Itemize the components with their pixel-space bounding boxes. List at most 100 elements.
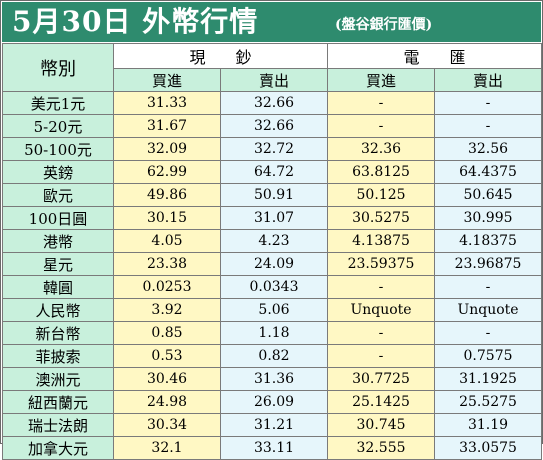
page-subtitle: (盤谷銀行匯價): [335, 17, 433, 33]
currency-name: 英鎊: [2, 160, 114, 184]
rate-tt-sell: -: [434, 321, 543, 345]
currency-name: 菲披索: [2, 344, 114, 368]
rate-tt-buy: 23.59375: [327, 252, 436, 276]
currency-name: 加拿大元: [2, 436, 114, 460]
rate-cash-buy: 31.33: [113, 91, 221, 115]
rate-tt-sell: 25.5275: [434, 390, 543, 414]
rate-cash-buy: 32.1: [113, 436, 221, 460]
rate-cash-buy: 0.0253: [113, 275, 221, 299]
group-header-telegraphic: 電匯: [327, 43, 543, 69]
rate-tt-sell: 31.1925: [434, 367, 543, 391]
rate-cash-buy: 4.05: [113, 229, 221, 253]
rate-tt-buy: Unquote: [327, 298, 436, 322]
rate-cash-sell: 31.21: [219, 413, 329, 437]
table-row: 星元 23.38 24.09 23.59375 23.96875: [2, 252, 543, 276]
rate-tt-sell: Unquote: [434, 298, 543, 322]
subheader-tt-sell: 賣出: [434, 68, 543, 92]
table-row: 韓圓 0.0253 0.0343- -: [2, 275, 543, 299]
table-row: 英鎊 62.99 64.72 63.8125 64.4375: [2, 160, 543, 184]
currency-name: 50-100元: [2, 137, 114, 161]
rate-tt-buy: 4.13875: [327, 229, 436, 253]
title-bar: 5月30日 外幣行情 (盤谷銀行匯價): [2, 2, 541, 42]
rate-cash-sell: 4.23: [219, 229, 329, 253]
rate-cash-buy: 30.46: [113, 367, 221, 391]
header-row-sub: 買進 賣出 買進 賣出: [3, 68, 543, 92]
rate-cash-sell: 26.09: [219, 390, 329, 414]
rate-cash-sell: 5.06: [219, 298, 329, 322]
rate-cash-sell: 31.36: [219, 367, 329, 391]
table-row: 澳洲元 30.46 31.36 30.7725 31.1925: [2, 367, 543, 391]
currency-name: 韓圓: [2, 275, 114, 299]
rate-cash-sell: 0.0343: [219, 275, 329, 299]
rate-tt-sell: 0.7575: [434, 344, 543, 368]
rate-tt-buy: 32.36: [327, 137, 436, 161]
rate-cash-sell: 1.18: [219, 321, 329, 345]
subheader-cash-buy: 買進: [113, 68, 221, 92]
rate-tt-buy: -: [327, 344, 436, 368]
rate-tt-sell: 50.645: [434, 183, 543, 207]
rate-tt-buy: -: [327, 114, 436, 138]
rate-tt-buy: 30.5275: [327, 206, 436, 230]
rate-cash-buy: 32.09: [113, 137, 221, 161]
rate-tt-buy: 50.125: [327, 183, 436, 207]
table-row: 紐西蘭元 24.98 26.09 25.1425 25.5275: [2, 390, 543, 414]
currency-name: 港幣: [2, 229, 114, 253]
rate-cash-buy: 30.34: [113, 413, 221, 437]
group-header-cash: 現鈔: [112, 43, 329, 69]
table-row: 5-20元 31.67 32.66- -: [2, 114, 543, 138]
table-row: 瑞士法朗 30.34 31.21 30.745 31.19: [2, 413, 543, 437]
table-row: 加拿大元 32.1 33.11 32.555 33.0575: [2, 436, 543, 460]
rate-tt-buy: 25.1425: [327, 390, 436, 414]
rate-cash-buy: 23.38: [113, 252, 221, 276]
currency-name: 紐西蘭元: [2, 390, 114, 414]
subheader-tt-buy: 買進: [327, 68, 436, 92]
rate-tt-sell: 30.995: [434, 206, 543, 230]
rate-tt-buy: 63.8125: [327, 160, 436, 184]
rate-tt-sell: 64.4375: [434, 160, 543, 184]
table-row: 港幣 4.05 4.23 4.13875 4.18375: [2, 229, 543, 253]
rate-tt-sell: 23.96875: [434, 252, 543, 276]
header-row-groups: 幣別 現鈔 電匯: [2, 43, 543, 92]
rate-cash-buy: 31.67: [113, 114, 221, 138]
rate-tt-sell: 31.19: [434, 413, 543, 437]
currency-name: 歐元: [2, 183, 114, 207]
rate-cash-sell: 64.72: [219, 160, 329, 184]
table-row: 歐元 49.86 50.91 50.125 50.645: [2, 183, 543, 207]
rate-tt-buy: -: [327, 275, 436, 299]
rate-cash-buy: 0.53: [113, 344, 221, 368]
rate-tt-sell: 32.56: [434, 137, 543, 161]
rate-tt-sell: -: [434, 91, 543, 115]
currency-name: 人民幣: [2, 298, 114, 322]
rate-cash-buy: 62.99: [113, 160, 221, 184]
table-row: 菲披索 0.53 0.82-0.7575: [2, 344, 543, 368]
table-row: 美元1元 31.33 32.66- -: [2, 91, 543, 115]
rate-cash-buy: 0.85: [113, 321, 221, 345]
rate-tt-sell: -: [434, 114, 543, 138]
rate-cash-sell: 33.11: [219, 436, 329, 460]
currency-name: 美元1元: [2, 91, 114, 115]
rate-tt-buy: 32.555: [327, 436, 436, 460]
subheader-cash-sell: 賣出: [219, 68, 329, 92]
currency-name: 5-20元: [2, 114, 114, 138]
table-row: 100日圓 30.15 31.07 30.5275 30.995: [2, 206, 543, 230]
rate-tt-buy: -: [327, 91, 436, 115]
rate-cash-sell: 0.82: [219, 344, 329, 368]
rate-tt-sell: -: [434, 275, 543, 299]
rate-cash-sell: 24.09: [219, 252, 329, 276]
table-row: 人民幣 3.92 5.06 Unquote Unquote: [2, 298, 543, 322]
rate-tt-sell: 4.18375: [434, 229, 543, 253]
rate-cash-buy: 24.98: [113, 390, 221, 414]
currency-name: 瑞士法朗: [2, 413, 114, 437]
currency-name: 100日圓: [2, 206, 114, 230]
rate-tt-buy: -: [327, 321, 436, 345]
rate-tt-buy: 30.7725: [327, 367, 436, 391]
rate-cash-buy: 30.15: [113, 206, 221, 230]
currency-column-header: 幣別: [2, 43, 114, 92]
rate-tt-sell: 33.0575: [434, 436, 543, 460]
exchange-rate-table: 幣別 現鈔 電匯 買進 賣出 買進 賣出 美元1元 31.33 32.66- -5-2…: [2, 43, 543, 460]
currency-name: 星元: [2, 252, 114, 276]
table-row: 新台幣 0.85 1.18- -: [2, 321, 543, 345]
currency-name: 澳洲元: [2, 367, 114, 391]
rate-tt-buy: 30.745: [327, 413, 436, 437]
